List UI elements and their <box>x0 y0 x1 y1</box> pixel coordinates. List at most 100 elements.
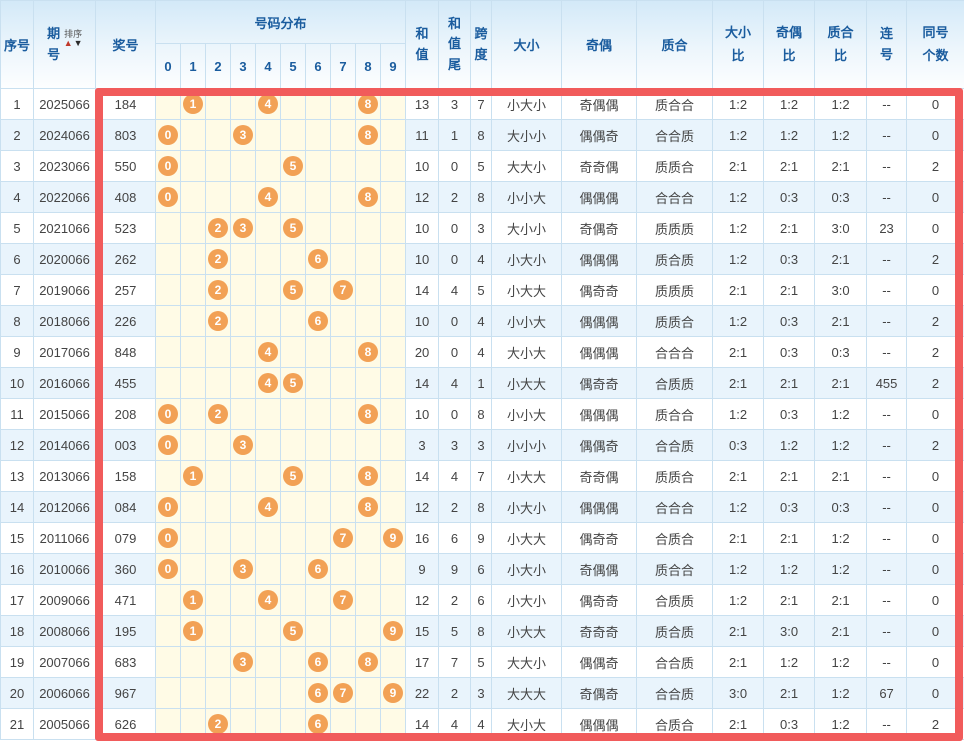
header-digit-5: 5 <box>280 43 306 89</box>
prime-pattern-cell: 质合质 <box>636 243 714 275</box>
digit-cell-5 <box>280 677 306 709</box>
span-cell: 8 <box>470 491 493 523</box>
header-digit-3: 3 <box>230 43 256 89</box>
number-ball: 2 <box>208 311 228 331</box>
digit-cell-3: 3 <box>230 119 256 151</box>
header-same-count: 同号个数 <box>906 0 964 89</box>
digit-cell-7: 7 <box>330 274 356 306</box>
digit-cell-3 <box>230 274 256 306</box>
sort-asc-icon[interactable]: ▲ <box>63 38 73 48</box>
consecutive-cell: 67 <box>866 677 908 709</box>
same-count-cell: 2 <box>906 336 964 368</box>
digit-cell-0: 0 <box>155 491 181 523</box>
consecutive-cell: -- <box>866 553 908 585</box>
prize-number-cell: 195 <box>95 615 156 647</box>
size-pattern-cell: 大大小 <box>491 150 563 182</box>
span-cell: 6 <box>470 584 493 616</box>
prime-ratio-cell: 1:2 <box>814 522 868 554</box>
digit-cell-4 <box>255 119 281 151</box>
size-pattern-cell: 小大大 <box>491 460 563 492</box>
header-parity-ratio: 奇偶比 <box>763 0 816 89</box>
digit-cell-2: 2 <box>205 305 231 337</box>
span-cell: 5 <box>470 150 493 182</box>
number-ball: 1 <box>183 466 203 486</box>
digit-cell-7: 7 <box>330 584 356 616</box>
span-cell: 7 <box>470 460 493 492</box>
size-ratio-cell: 1:2 <box>712 305 765 337</box>
prime-pattern-cell: 合质质 <box>636 584 714 616</box>
header-seq: 序号 <box>0 0 34 89</box>
span-cell: 8 <box>470 398 493 430</box>
digit-cell-0 <box>155 305 181 337</box>
prime-pattern-cell: 质合合 <box>636 553 714 585</box>
parity-ratio-cell: 0:3 <box>763 243 816 275</box>
parity-ratio-cell: 2:1 <box>763 460 816 492</box>
digit-cell-5: 5 <box>280 212 306 244</box>
digit-cell-7 <box>330 305 356 337</box>
digit-cell-7 <box>330 212 356 244</box>
table-row: 1 2025066 184 1 4 8 13 3 7 小大小 奇偶偶 质合合 1:2 1:2 1:2 -- 0 <box>0 88 964 120</box>
prime-pattern-cell: 合合质 <box>636 119 714 151</box>
seq-cell: 6 <box>0 243 34 275</box>
sum-tail-cell: 4 <box>438 460 472 492</box>
sum-tail-cell: 0 <box>438 212 472 244</box>
sum-cell: 10 <box>405 305 440 337</box>
span-cell: 3 <box>470 212 493 244</box>
digit-cell-9 <box>379 367 407 399</box>
digit-cell-0 <box>155 677 181 709</box>
digit-cell-3 <box>230 584 256 616</box>
parity-pattern-cell: 偶偶偶 <box>561 243 638 275</box>
digit-cell-5: 5 <box>280 460 306 492</box>
digit-cell-8: 8 <box>355 491 381 523</box>
digit-cell-1 <box>180 212 206 244</box>
consecutive-cell: -- <box>866 708 908 740</box>
digit-cell-4: 4 <box>255 367 281 399</box>
digit-cell-8 <box>355 150 381 182</box>
number-ball: 3 <box>233 435 253 455</box>
parity-ratio-cell: 2:1 <box>763 150 816 182</box>
sort-label: 排序 <box>64 29 83 39</box>
prize-number-cell: 003 <box>95 429 156 461</box>
size-pattern-cell: 小大大 <box>491 522 563 554</box>
number-ball: 0 <box>158 404 178 424</box>
digit-cell-2 <box>205 150 231 182</box>
header-span: 跨度 <box>470 0 493 89</box>
number-ball: 2 <box>208 714 228 734</box>
digit-cell-8 <box>355 274 381 306</box>
digit-cell-4: 4 <box>255 336 281 368</box>
digit-cell-2 <box>205 646 231 678</box>
digit-cell-5: 5 <box>280 615 306 647</box>
header-size-ratio-label: 大小比 <box>725 25 752 63</box>
digit-cell-5 <box>280 119 306 151</box>
same-count-cell: 0 <box>906 646 964 678</box>
digit-cell-4 <box>255 243 281 275</box>
digit-cell-3 <box>230 398 256 430</box>
digit-cell-1 <box>180 367 206 399</box>
parity-pattern-cell: 奇奇偶 <box>561 460 638 492</box>
prime-ratio-cell: 2:1 <box>814 460 868 492</box>
sum-tail-cell: 0 <box>438 150 472 182</box>
same-count-cell: 0 <box>906 584 964 616</box>
digit-cell-0 <box>155 274 181 306</box>
number-ball: 1 <box>183 590 203 610</box>
digit-cell-7 <box>330 553 356 585</box>
sum-cell: 14 <box>405 274 440 306</box>
parity-ratio-cell: 0:3 <box>763 398 816 430</box>
number-ball: 0 <box>158 156 178 176</box>
table-row: 7 2019066 257 2 5 7 14 4 5 小大大 偶奇奇 质质质 2:1 2:1 3:0 -- 0 <box>0 274 964 306</box>
digit-cell-2: 2 <box>205 708 231 740</box>
digit-cell-6 <box>305 398 331 430</box>
sort-desc-icon[interactable]: ▼ <box>73 38 83 48</box>
digit-cell-2 <box>205 491 231 523</box>
number-ball: 6 <box>308 683 328 703</box>
digit-cell-5 <box>280 646 306 678</box>
header-prime-ratio-label: 质合比 <box>827 25 854 63</box>
header-sum: 和值 <box>405 0 440 89</box>
digit-cell-5 <box>280 429 306 461</box>
sort-widget[interactable]: 排序 ▲ ▼ <box>64 27 83 48</box>
digit-cell-3 <box>230 88 256 120</box>
size-pattern-cell: 大小大 <box>491 708 563 740</box>
size-pattern-cell: 小小大 <box>491 398 563 430</box>
digit-cell-5: 5 <box>280 367 306 399</box>
prime-pattern-cell: 质质合 <box>636 460 714 492</box>
